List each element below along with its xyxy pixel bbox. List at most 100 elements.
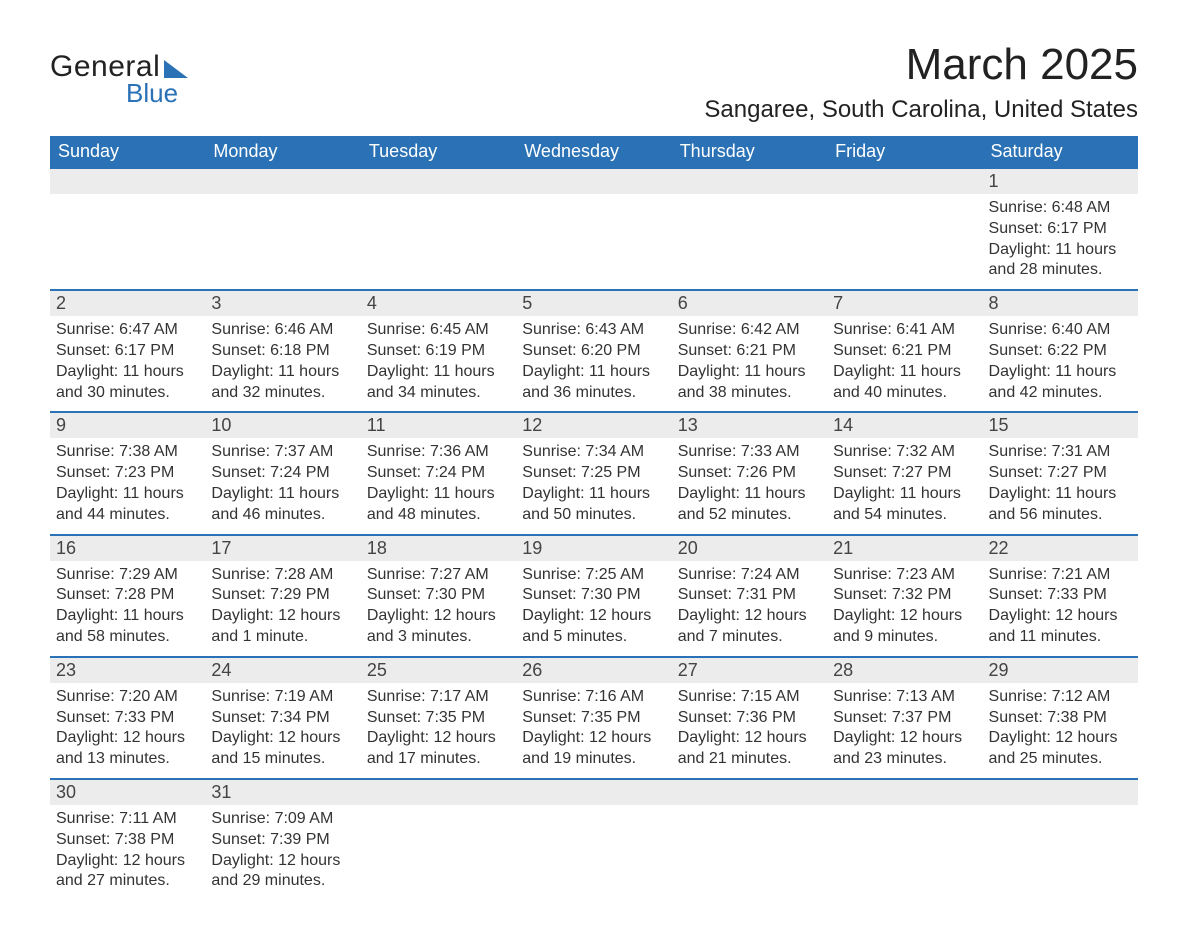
sunset-text: Sunset: 7:23 PM: [56, 463, 199, 484]
daylight-text: Daylight: 11 hours and 40 minutes.: [833, 362, 976, 404]
sunset-text: Sunset: 6:18 PM: [211, 341, 354, 362]
detail-row: Sunrise: 6:47 AMSunset: 6:17 PMDaylight:…: [50, 316, 1138, 412]
detail-cell: Sunrise: 7:16 AMSunset: 7:35 PMDaylight:…: [516, 683, 671, 779]
daylight-text: Daylight: 12 hours and 5 minutes.: [522, 606, 665, 648]
daynum-cell: 13: [672, 412, 827, 438]
daynum-cell: [827, 779, 982, 805]
daylight-text: Daylight: 11 hours and 56 minutes.: [989, 484, 1132, 526]
weekday-header: Thursday: [672, 136, 827, 168]
sunrise-text: Sunrise: 7:09 AM: [211, 809, 354, 830]
daynum-cell: 26: [516, 657, 671, 683]
sunrise-text: Sunrise: 7:31 AM: [989, 442, 1132, 463]
sunrise-text: Sunrise: 6:42 AM: [678, 320, 821, 341]
day-number: 10: [205, 413, 360, 438]
daylight-text: Daylight: 12 hours and 19 minutes.: [522, 728, 665, 770]
sunset-text: Sunset: 7:38 PM: [56, 830, 199, 851]
daynum-cell: 22: [983, 535, 1138, 561]
brand-word2: Blue: [126, 78, 178, 109]
day-number: 27: [672, 658, 827, 683]
brand-logo: General Blue: [50, 40, 188, 109]
detail-cell: Sunrise: 7:37 AMSunset: 7:24 PMDaylight:…: [205, 438, 360, 534]
sunset-text: Sunset: 7:27 PM: [989, 463, 1132, 484]
sunrise-text: Sunrise: 6:43 AM: [522, 320, 665, 341]
detail-cell: [516, 194, 671, 290]
daynum-cell: [672, 168, 827, 194]
sunrise-text: Sunrise: 6:40 AM: [989, 320, 1132, 341]
daynum-cell: 17: [205, 535, 360, 561]
daynum-cell: 29: [983, 657, 1138, 683]
detail-cell: Sunrise: 7:31 AMSunset: 7:27 PMDaylight:…: [983, 438, 1138, 534]
sunrise-text: Sunrise: 7:32 AM: [833, 442, 976, 463]
day-number: 8: [983, 291, 1138, 316]
day-number: 28: [827, 658, 982, 683]
daynum-row: 3031: [50, 779, 1138, 805]
detail-cell: Sunrise: 7:34 AMSunset: 7:25 PMDaylight:…: [516, 438, 671, 534]
sunset-text: Sunset: 7:27 PM: [833, 463, 976, 484]
detail-cell: [516, 805, 671, 900]
daynum-cell: [983, 779, 1138, 805]
detail-cell: [983, 805, 1138, 900]
sunset-text: Sunset: 7:29 PM: [211, 585, 354, 606]
day-number: 13: [672, 413, 827, 438]
detail-cell: Sunrise: 7:21 AMSunset: 7:33 PMDaylight:…: [983, 561, 1138, 657]
sunrise-text: Sunrise: 6:41 AM: [833, 320, 976, 341]
day-number: 7: [827, 291, 982, 316]
detail-cell: Sunrise: 7:38 AMSunset: 7:23 PMDaylight:…: [50, 438, 205, 534]
calendar-table: Sunday Monday Tuesday Wednesday Thursday…: [50, 136, 1138, 900]
detail-cell: Sunrise: 7:36 AMSunset: 7:24 PMDaylight:…: [361, 438, 516, 534]
sunset-text: Sunset: 7:38 PM: [989, 708, 1132, 729]
sunrise-text: Sunrise: 7:24 AM: [678, 565, 821, 586]
daylight-text: Daylight: 11 hours and 28 minutes.: [989, 240, 1132, 282]
detail-cell: Sunrise: 7:12 AMSunset: 7:38 PMDaylight:…: [983, 683, 1138, 779]
day-number: 29: [983, 658, 1138, 683]
daynum-cell: [516, 779, 671, 805]
detail-cell: Sunrise: 6:48 AMSunset: 6:17 PMDaylight:…: [983, 194, 1138, 290]
daylight-text: Daylight: 12 hours and 21 minutes.: [678, 728, 821, 770]
sunset-text: Sunset: 6:22 PM: [989, 341, 1132, 362]
daylight-text: Daylight: 12 hours and 29 minutes.: [211, 851, 354, 893]
daynum-cell: 23: [50, 657, 205, 683]
daylight-text: Daylight: 12 hours and 25 minutes.: [989, 728, 1132, 770]
detail-cell: [827, 805, 982, 900]
day-number: 3: [205, 291, 360, 316]
daynum-cell: 5: [516, 290, 671, 316]
sunset-text: Sunset: 7:25 PM: [522, 463, 665, 484]
weekday-header: Wednesday: [516, 136, 671, 168]
weekday-header-row: Sunday Monday Tuesday Wednesday Thursday…: [50, 136, 1138, 168]
weekday-header: Tuesday: [361, 136, 516, 168]
daylight-text: Daylight: 12 hours and 23 minutes.: [833, 728, 976, 770]
detail-cell: Sunrise: 6:42 AMSunset: 6:21 PMDaylight:…: [672, 316, 827, 412]
sunrise-text: Sunrise: 7:16 AM: [522, 687, 665, 708]
daylight-text: Daylight: 11 hours and 38 minutes.: [678, 362, 821, 404]
day-number: 9: [50, 413, 205, 438]
weekday-header: Monday: [205, 136, 360, 168]
day-number: 6: [672, 291, 827, 316]
sunrise-text: Sunrise: 7:29 AM: [56, 565, 199, 586]
sunrise-text: Sunrise: 7:25 AM: [522, 565, 665, 586]
daynum-cell: 8: [983, 290, 1138, 316]
detail-cell: Sunrise: 7:19 AMSunset: 7:34 PMDaylight:…: [205, 683, 360, 779]
sunrise-text: Sunrise: 7:33 AM: [678, 442, 821, 463]
sunset-text: Sunset: 7:35 PM: [522, 708, 665, 729]
detail-cell: [361, 805, 516, 900]
daynum-cell: [50, 168, 205, 194]
weekday-header: Saturday: [983, 136, 1138, 168]
daylight-text: Daylight: 11 hours and 46 minutes.: [211, 484, 354, 526]
location-subtitle: Sangaree, South Carolina, United States: [704, 96, 1138, 124]
daynum-cell: 4: [361, 290, 516, 316]
day-number: 12: [516, 413, 671, 438]
detail-cell: Sunrise: 6:45 AMSunset: 6:19 PMDaylight:…: [361, 316, 516, 412]
header-block: General Blue March 2025 Sangaree, South …: [50, 40, 1138, 124]
daylight-text: Daylight: 11 hours and 36 minutes.: [522, 362, 665, 404]
sunset-text: Sunset: 7:30 PM: [367, 585, 510, 606]
day-number: 16: [50, 536, 205, 561]
daynum-cell: [827, 168, 982, 194]
daynum-row: 16171819202122: [50, 535, 1138, 561]
day-number: 17: [205, 536, 360, 561]
detail-cell: [50, 194, 205, 290]
daynum-cell: 18: [361, 535, 516, 561]
daynum-cell: 3: [205, 290, 360, 316]
sunrise-text: Sunrise: 7:15 AM: [678, 687, 821, 708]
daynum-cell: 27: [672, 657, 827, 683]
daylight-text: Daylight: 12 hours and 11 minutes.: [989, 606, 1132, 648]
